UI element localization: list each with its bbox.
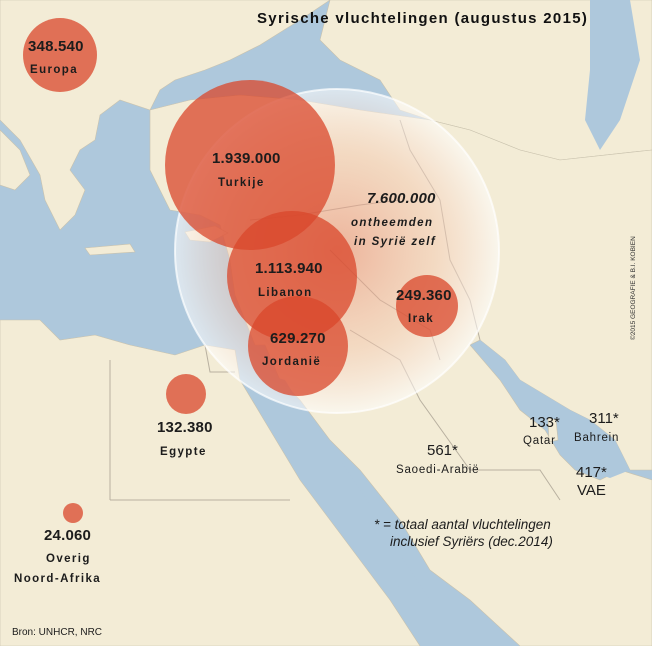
label-vae: VAE xyxy=(577,482,606,499)
value-jordanie: 629.270 xyxy=(270,330,326,347)
label-irak: Irak xyxy=(408,313,435,325)
label-overig: Overig xyxy=(46,553,91,565)
value-europa: 348.540 xyxy=(28,38,84,55)
value-bahrein: 311* xyxy=(589,410,619,427)
bubble-europa xyxy=(23,18,97,92)
value-turkije: 1.939.000 xyxy=(212,150,281,167)
sea-caspian xyxy=(585,0,640,150)
bubble-turkije xyxy=(165,80,335,250)
label-idp-line2: in Syrië zelf xyxy=(354,236,437,248)
bubble-irak xyxy=(396,275,458,337)
refugee-bubbles xyxy=(23,18,458,523)
value-noord-afrika: 24.060 xyxy=(44,527,92,544)
label-turkije: Turkije xyxy=(218,177,265,189)
source-credit: Bron: UNHCR, NRC xyxy=(12,627,103,638)
label-saoedi: Saoedi-Arabië xyxy=(396,464,480,476)
value-irak: 249.360 xyxy=(396,287,452,304)
value-egypte: 132.380 xyxy=(157,419,213,436)
value-qatar: 133* xyxy=(529,414,560,431)
label-europa: Europa xyxy=(30,64,79,76)
land-qatar xyxy=(547,417,559,443)
bubble-egypte xyxy=(166,374,206,414)
label-egypte: Egypte xyxy=(160,446,207,458)
label-libanon: Libanon xyxy=(258,287,313,299)
footnote-line2: inclusief Syriërs (dec.2014) xyxy=(390,534,553,549)
copyright: ©2015 GEOGRAFIE & B.I. KOBIEN xyxy=(630,236,637,340)
value-libanon: 1.113.940 xyxy=(255,260,323,277)
label-jordanie: Jordanië xyxy=(262,356,322,368)
land-crete xyxy=(84,243,136,256)
sea-red xyxy=(268,375,430,606)
sea-gulf xyxy=(480,340,630,478)
map-title: Syrische vluchtelingen (augustus 2015) xyxy=(257,10,589,27)
label-idp-line1: ontheemden xyxy=(351,217,434,229)
value-idp: 7.600.000 xyxy=(367,190,436,207)
value-saoedi: 561* xyxy=(427,442,458,459)
footnote-line1: * = totaal aantal vluchtelingen xyxy=(374,517,551,532)
land-italy xyxy=(0,129,31,191)
label-bahrein: Bahrein xyxy=(574,432,620,444)
bubble-jordanie xyxy=(248,296,348,396)
bubble-noord-afrika xyxy=(63,503,83,523)
label-noord-afrika: Noord-Afrika xyxy=(14,573,102,585)
label-qatar: Qatar xyxy=(523,435,556,447)
value-vae: 417* xyxy=(576,464,607,481)
